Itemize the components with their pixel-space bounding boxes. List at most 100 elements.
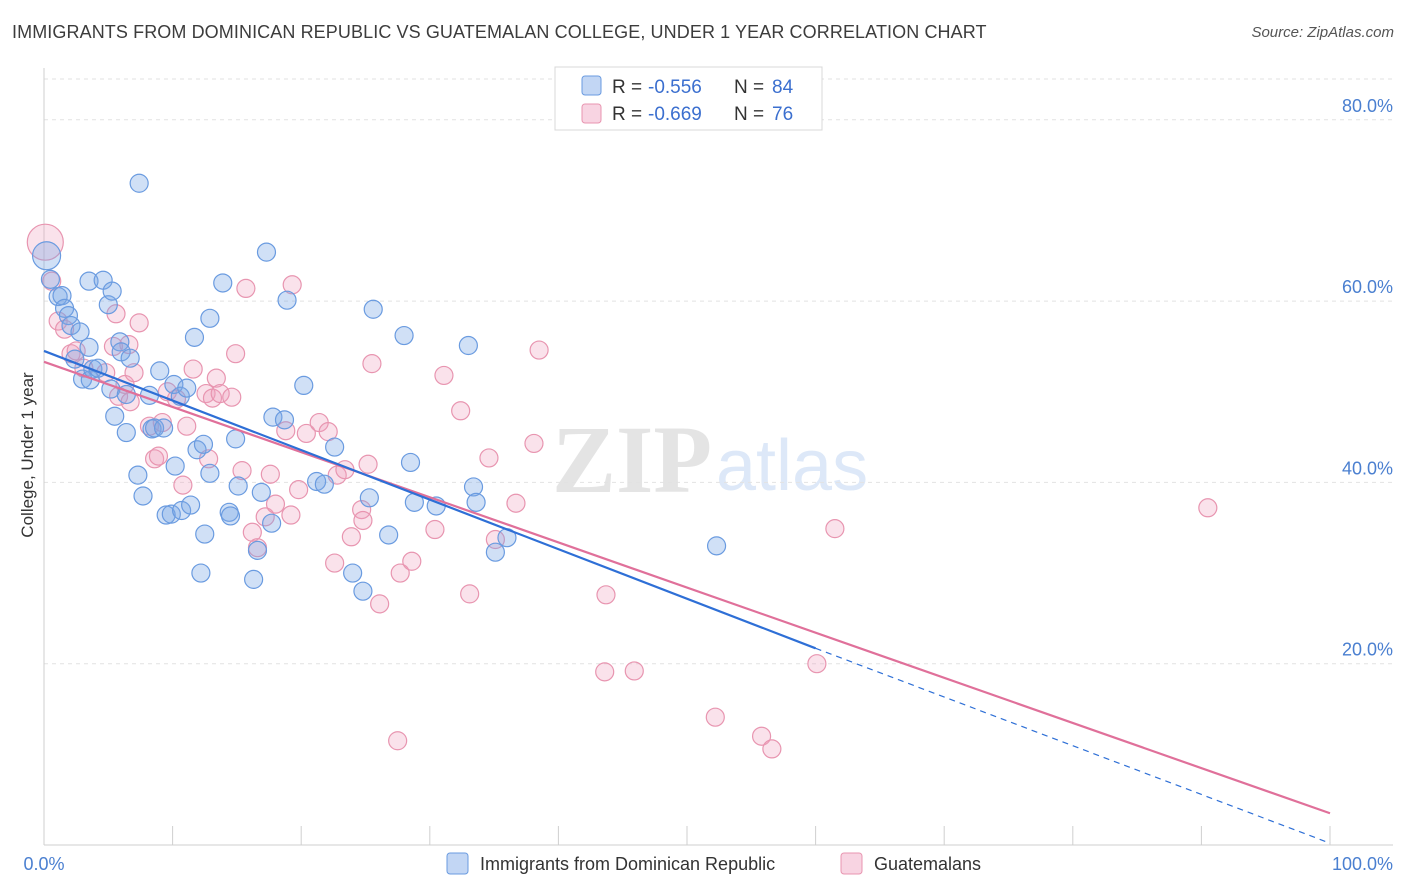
guatemalans-point-70 [751, 726, 772, 746]
guatemalans-point-34 [242, 522, 262, 542]
dominican-point-67 [363, 299, 383, 319]
dominican-point-73 [458, 335, 478, 356]
dominican-point-7 [70, 322, 90, 342]
dominican-point-49 [220, 506, 241, 526]
dominican-point-31 [153, 418, 174, 438]
guatemalans-point-51 [353, 510, 373, 531]
dominican-point-24 [116, 422, 136, 443]
dominican-point-10 [79, 337, 99, 357]
dominican-point-59 [277, 290, 297, 310]
source-credit: Source: ZipAtlas.com [1251, 24, 1394, 41]
dominican-point-56 [262, 513, 282, 533]
guatemalans-point-59 [434, 365, 454, 386]
dominican-point-61 [307, 471, 327, 492]
guatemalans-point-66 [529, 340, 549, 360]
guatemalans-point-22 [173, 475, 193, 495]
dominican-point-47 [213, 273, 233, 293]
dominican-point-76 [485, 542, 505, 562]
legend-n-value-1: 84 [772, 77, 794, 98]
dominican-point-3 [52, 286, 72, 306]
dominican-point-14 [79, 271, 99, 291]
guatemalans-point-43 [296, 423, 316, 444]
guatemalans-point-60 [451, 401, 471, 421]
dominican-point-33 [161, 504, 181, 524]
dominican-point-65 [353, 581, 373, 601]
dominican-point-55 [256, 242, 277, 262]
bottom-legend-label-blue: Immigrants from Dominican Republic [480, 854, 775, 874]
dominican-point-54 [251, 482, 271, 502]
dominican-point-51 [228, 476, 248, 496]
legend-r-value-2: -0.669 [648, 104, 702, 125]
guatemalans-point-41 [282, 275, 302, 295]
dominican-point-66 [359, 488, 379, 508]
dominican-point-70 [400, 452, 421, 473]
dominican-point-35 [165, 456, 185, 476]
legend-r-value-1: -0.556 [648, 77, 702, 98]
legend-n-label-1: N = [734, 77, 764, 98]
guatemalans-point-73 [825, 519, 845, 539]
y-axis-label: College, Under 1 year [18, 372, 37, 538]
dominican-point-38 [177, 378, 197, 398]
dominican-point-23 [120, 348, 140, 368]
guatemalans-point-69 [705, 707, 725, 727]
guatemalans-point-23 [177, 416, 197, 436]
y-tick-labels: 20.0% 40.0% 60.0% 80.0% [1342, 96, 1393, 660]
legend-swatch-pink [581, 103, 602, 124]
dominican-point-58 [274, 410, 295, 430]
legend-n-label-2: N = [734, 104, 764, 125]
guatemalans-point-53 [362, 354, 382, 374]
guatemalans-point-30 [222, 387, 242, 407]
watermark-zip: ZIP [552, 406, 712, 513]
watermark-atlas: atlas [716, 426, 868, 506]
correlation-legend: R = -0.556 N = 84 R = -0.669 N = 76 [554, 66, 823, 131]
dominican-point-37 [172, 500, 192, 521]
trend-line-dominican [43, 349, 816, 650]
dominican-point-43 [193, 434, 214, 454]
dominican-point-39 [181, 495, 201, 515]
trend-lines [43, 349, 1331, 844]
dominican-point-53 [247, 540, 268, 560]
guatemalans-point-52 [358, 454, 378, 474]
dominican-point-69 [394, 325, 414, 346]
dominican-point-75 [466, 492, 486, 512]
y-tick-label-60: 60.0% [1342, 277, 1393, 297]
watermark: ZIP atlas [552, 406, 868, 513]
guatemalans-point-62 [479, 448, 499, 468]
series-guatemalans-points [26, 223, 1218, 759]
dominican-point-0 [31, 241, 62, 271]
guatemalans-point-74 [1198, 498, 1218, 518]
x-tick-label-100: 100.0% [1332, 854, 1393, 874]
guatemalans-point-33 [236, 278, 256, 299]
guatemalans-point-37 [260, 464, 280, 484]
y-tick-label-20: 20.0% [1342, 640, 1393, 660]
dominican-point-30 [150, 361, 170, 381]
dominican-point-46 [200, 308, 220, 328]
guatemalans-point-75 [624, 661, 644, 681]
dominican-point-44 [195, 524, 215, 544]
trend-line-dominican-extension [815, 647, 1331, 844]
dominican-point-45 [200, 463, 220, 483]
guatemalans-point-57 [402, 551, 422, 571]
y-tick-label-40: 40.0% [1342, 458, 1393, 478]
guatemalans-point-49 [341, 527, 361, 547]
dominican-point-57 [263, 407, 283, 427]
guatemalans-point-55 [388, 731, 408, 751]
dominican-point-1 [40, 269, 61, 289]
guatemalans-point-61 [460, 584, 480, 604]
legend-swatch-blue [581, 75, 602, 96]
legend-r-label-1: R = [612, 77, 642, 98]
dominican-point-74 [463, 477, 484, 497]
legend-box [554, 66, 823, 131]
series-legend: Immigrants from Dominican Republic Guate… [446, 852, 981, 875]
guatemalans-point-14 [124, 363, 144, 383]
x-tick-label-0: 0.0% [23, 854, 64, 874]
dominican-point-60 [294, 375, 314, 395]
bottom-legend-swatch-pink [840, 852, 863, 875]
dominican-point-42 [191, 563, 211, 583]
guatemalans-point-40 [281, 505, 301, 525]
dominican-point-62 [314, 474, 334, 494]
dominican-point-52 [244, 569, 264, 589]
dominican-point-20 [110, 332, 130, 352]
dominican-point-63 [325, 437, 345, 457]
guatemalans-point-72 [807, 654, 827, 674]
